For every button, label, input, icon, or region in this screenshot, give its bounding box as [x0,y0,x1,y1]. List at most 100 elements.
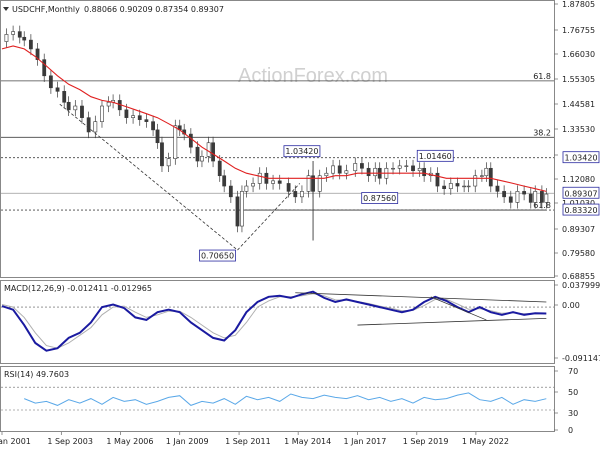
price-candle [539,191,544,203]
price-candle [137,115,142,120]
x-tick-label: 1 May 2022 [462,437,509,446]
price-candle [28,39,33,50]
price-candle [495,185,500,192]
price-candle [286,183,291,192]
rsi-ytick-label: 30 [568,409,578,418]
price-tag-2: 0.83320 [564,206,597,215]
price-tag-box-0 [562,151,600,164]
price-candle [317,175,322,192]
x-tick-label: 1 Jan 2001 [0,437,31,446]
price-candle [151,121,155,131]
price-candle [366,167,371,177]
price-ytick-label: 1.87805 [562,0,595,9]
price-candle [522,191,527,195]
macd-trendline-1 [357,317,547,326]
price-candle [337,165,342,174]
price-ytick-label: 1.44581 [562,100,595,109]
price-candle [533,191,538,203]
price-ytick-label: 1.01030 [562,199,595,208]
price-candle [206,142,211,157]
price-candle [488,167,493,187]
price-candle [244,185,249,192]
fib-label-0: 61.8 [533,72,551,81]
price-candle [144,119,149,122]
price-candle [484,167,489,177]
x-tick-label: 1 Jan 2017 [343,437,386,446]
price-ytick-label: 1.12080 [562,175,595,184]
price-candle [508,196,513,203]
price-candle [173,125,178,159]
price-candle [417,167,422,172]
price-candle [235,196,240,227]
rsi-panel-frame [0,366,555,432]
price-candle [80,105,84,118]
price-panel-frame [0,0,555,278]
price-candle [55,87,60,92]
price-tag-box-1 [562,186,600,199]
price-candle [462,185,467,188]
level-label-0: 1.03420 [285,147,318,156]
price-candle [228,185,233,198]
level-label-2: 0.87560 [363,194,396,203]
price-candle [217,160,222,177]
price-candle [100,105,104,122]
level-label-1: 1.01460 [419,152,452,161]
price-candle [300,191,304,198]
macd-ytick-label: -0.091147 [562,354,600,363]
price-ytick-label: 1.76755 [562,26,595,35]
symbol-dropdown-icon[interactable] [3,7,9,11]
price-ytick-label: 1.33530 [562,125,595,134]
price-candle [306,175,311,192]
price-candle [240,191,244,227]
x-tick-label: 1 Sep 2011 [225,437,271,446]
moving-average-line [1,45,547,192]
price-candle [66,101,71,111]
price-candle [442,185,447,190]
price-candle [251,183,255,187]
price-candle [397,165,402,169]
price-ytick-label: 1.55305 [562,75,595,84]
price-candle [166,158,171,167]
price-candle [411,165,415,172]
price-candle [106,101,111,107]
price-candle [435,172,440,187]
level-label-box-2 [361,192,399,204]
chart-symbol: USDCHF,Monthly [12,5,80,14]
chart-ohlc: 0.88066 0.90209 0.87354 0.89307 [84,5,224,14]
price-ytick-label: 0.68855 [562,272,595,281]
price-candle [277,180,282,184]
price-candle [404,165,409,167]
macd-ytick-label: 0.037999 [562,281,600,290]
price-candle [528,193,533,203]
price-candle [35,48,40,60]
rsi-ytick-label: 0 [568,426,573,435]
rsi-ytick-label: 70 [568,367,578,376]
price-candle [373,167,378,177]
price-candle [473,175,478,187]
price-candle [502,191,507,198]
price-candle [257,172,262,184]
price-candle [360,163,364,169]
macd-line [1,290,547,352]
x-tick-label: 1 Sep 2019 [403,437,449,446]
price-candle [188,133,193,148]
price-candle [222,175,227,187]
macd-ytick-label: 0.00 [562,301,580,310]
price-candle [200,156,204,162]
price-candle [391,167,395,170]
price-candle [160,142,164,167]
price-candle [62,91,67,103]
level-label-3: 0.70650 [201,252,234,261]
price-candle [353,163,358,172]
price-tag-1: 0.89307 [564,189,597,198]
price-candle [11,31,16,35]
price-candle [4,34,9,42]
price-candle [155,129,160,144]
price-candle [344,170,349,174]
price-ytick-label: 0.79580 [562,249,595,258]
price-candle [422,167,427,177]
rsi-line [24,392,547,406]
